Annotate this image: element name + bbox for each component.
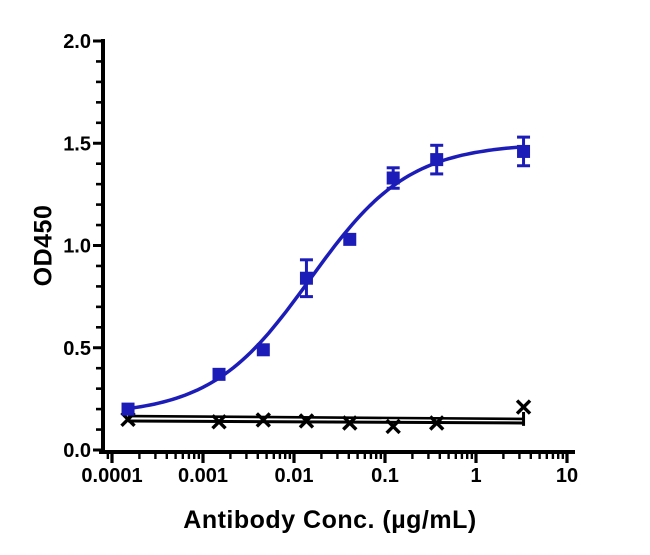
control-trend-line bbox=[128, 419, 524, 425]
data-point-square-marker bbox=[256, 343, 270, 357]
data-point-square-marker bbox=[121, 402, 135, 416]
y-tick-label: 0.5 bbox=[63, 338, 91, 360]
data-point-x-marker bbox=[342, 415, 358, 431]
x-tick-label: 0.1 bbox=[371, 465, 399, 487]
x-tick-label: 0.0001 bbox=[81, 465, 142, 487]
data-point-x-marker bbox=[298, 413, 315, 429]
data-point-x-marker bbox=[429, 415, 445, 431]
x-tick-label: 0.01 bbox=[275, 465, 314, 487]
x-marker-stroke bbox=[211, 414, 227, 430]
data-point-square-marker bbox=[430, 153, 444, 167]
data-point-x-marker bbox=[211, 414, 227, 430]
series-antibody-dose-response bbox=[121, 135, 531, 416]
x-marker-stroke bbox=[515, 399, 532, 415]
data-point-square-marker bbox=[517, 144, 531, 158]
data-point-x-marker bbox=[515, 399, 532, 415]
x-marker-stroke bbox=[255, 412, 272, 428]
data-point-square-marker bbox=[343, 232, 357, 246]
x-axis-title: Antibody Conc. (µg/mL) bbox=[183, 506, 477, 534]
data-point-square-marker bbox=[386, 171, 400, 185]
x-tick-label: 1 bbox=[470, 465, 481, 487]
y-tick-label: 1.0 bbox=[63, 236, 91, 258]
x-marker-stroke bbox=[385, 418, 401, 435]
sigmoid-fit-curve bbox=[126, 145, 526, 411]
x-marker-stroke bbox=[429, 415, 445, 431]
control-flat-line bbox=[128, 414, 524, 421]
y-axis-title: OD450 bbox=[29, 204, 58, 287]
data-point-square-marker bbox=[299, 271, 313, 285]
data-point-x-marker bbox=[255, 412, 272, 428]
x-marker-stroke bbox=[298, 413, 315, 429]
series-negative-control-line bbox=[128, 411, 526, 426]
axes: 0.0 0.5 1.0 1.5 2.0 0.0001 0.001 0.01 0.1 1 10 bbox=[63, 31, 578, 487]
data-point-x-marker bbox=[385, 418, 401, 435]
data-point-square-marker bbox=[212, 367, 226, 381]
x-tick-label: 10 bbox=[556, 465, 578, 487]
x-tick-label: 0.001 bbox=[178, 465, 228, 487]
y-tick-label: 2.0 bbox=[63, 31, 91, 53]
y-tick-label: 0.0 bbox=[63, 440, 91, 462]
x-marker-stroke bbox=[342, 415, 358, 431]
y-tick-label: 1.5 bbox=[63, 133, 91, 155]
